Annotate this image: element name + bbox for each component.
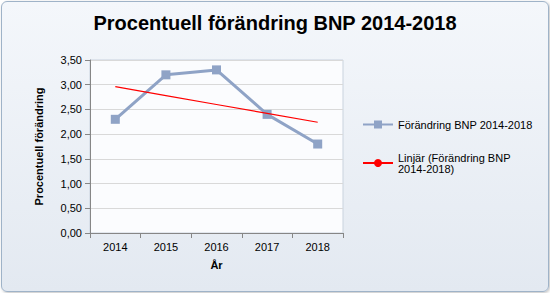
- svg-text:1,50: 1,50: [61, 153, 82, 165]
- svg-text:1,00: 1,00: [61, 178, 82, 190]
- svg-text:År: År: [210, 259, 223, 271]
- svg-text:2017: 2017: [255, 241, 279, 253]
- svg-text:Procentuell förändring: Procentuell förändring: [33, 88, 45, 206]
- svg-text:0,00: 0,00: [61, 227, 82, 239]
- svg-text:2014: 2014: [103, 241, 127, 253]
- svg-text:2018: 2018: [305, 241, 329, 253]
- svg-text:2,50: 2,50: [61, 103, 82, 115]
- svg-text:2014-2018): 2014-2018): [398, 163, 454, 175]
- svg-text:0,50: 0,50: [61, 202, 82, 214]
- svg-text:3,50: 3,50: [61, 54, 82, 66]
- svg-text:2,00: 2,00: [61, 128, 82, 140]
- svg-text:2016: 2016: [204, 241, 228, 253]
- svg-text:3,00: 3,00: [61, 79, 82, 91]
- svg-text:2015: 2015: [154, 241, 178, 253]
- svg-text:Linjär (Förändring BNP: Linjär (Förändring BNP: [398, 151, 514, 164]
- svg-text:Procentuell förändring BNP 201: Procentuell förändring BNP 2014-2018: [93, 12, 456, 34]
- svg-text:Förändring BNP 2014-2018: Förändring BNP 2014-2018: [398, 119, 532, 131]
